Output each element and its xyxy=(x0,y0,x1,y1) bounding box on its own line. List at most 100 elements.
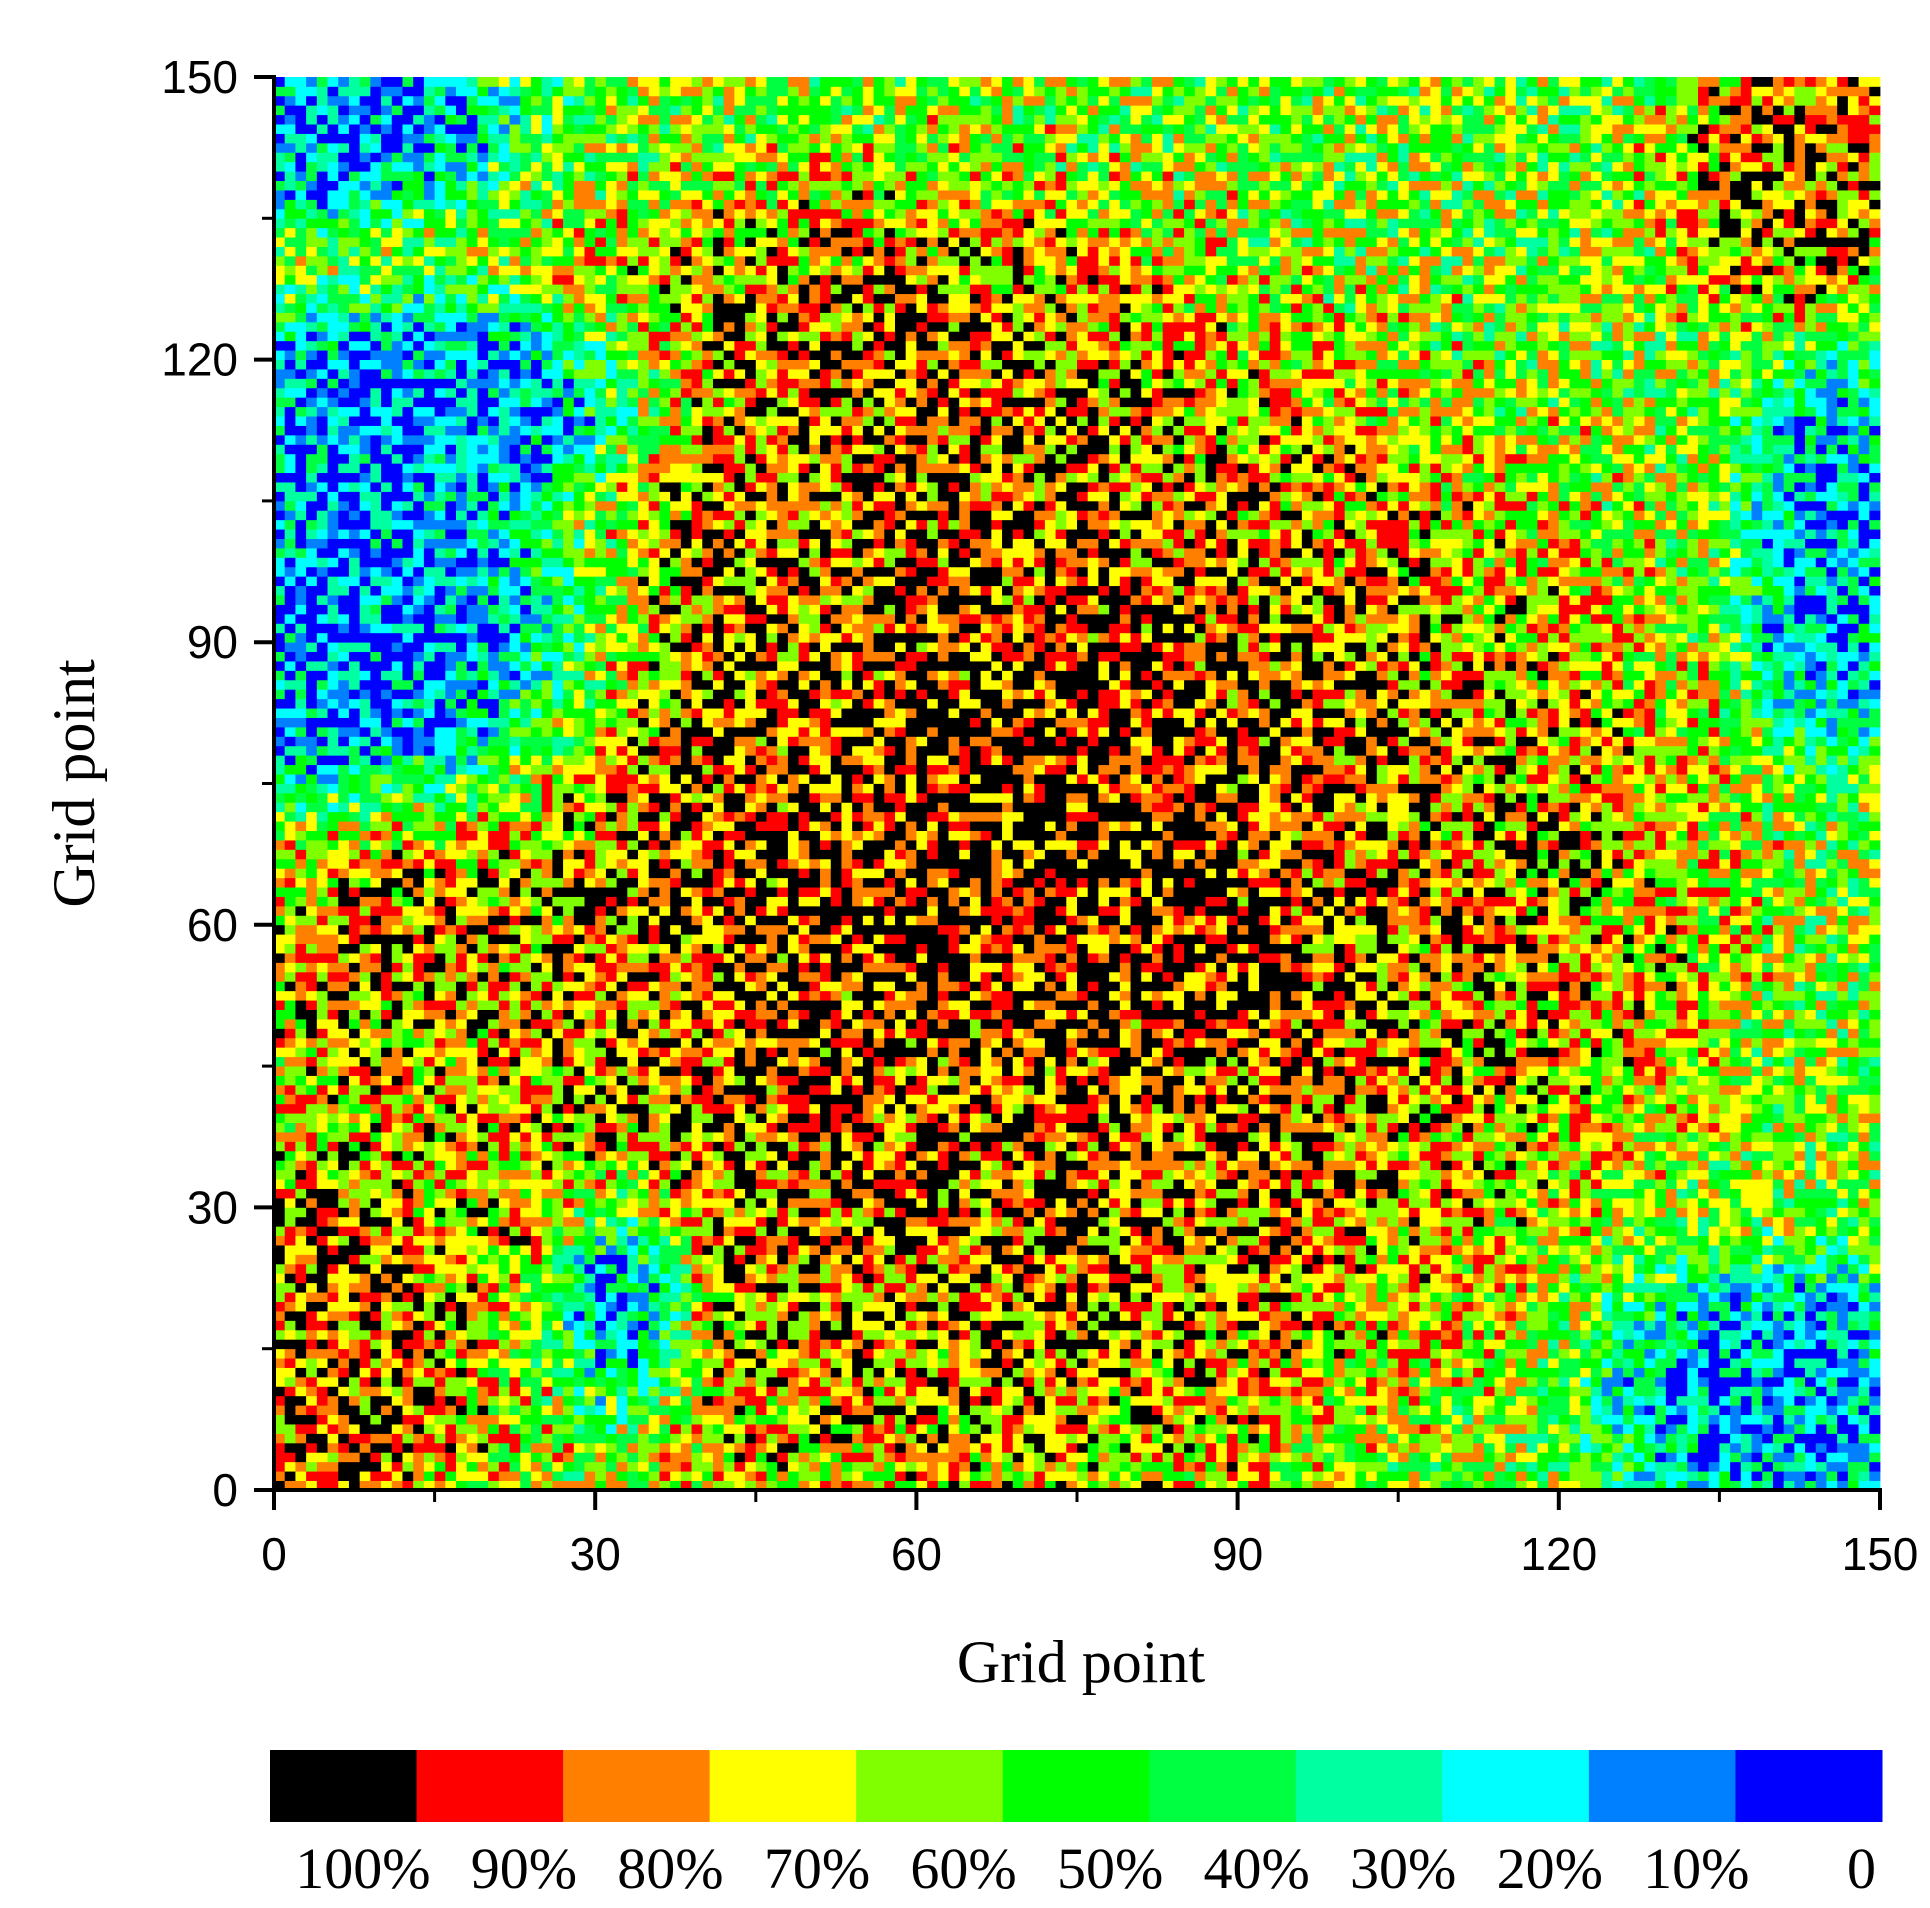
heatmap-cell xyxy=(680,1461,692,1472)
heatmap-cell xyxy=(787,1480,800,1491)
heatmap-cell xyxy=(1077,1235,1089,1246)
heatmap-cell xyxy=(445,1329,457,1340)
heatmap-cell xyxy=(1815,1442,1827,1453)
heatmap-cell xyxy=(595,1216,607,1227)
heatmap-cell xyxy=(1280,1197,1292,1208)
heatmap-cell xyxy=(1783,1339,1795,1350)
heatmap-cell xyxy=(1847,1254,1859,1265)
heatmap-cell xyxy=(841,1339,853,1350)
heatmap-cell xyxy=(1783,1367,1795,1378)
heatmap-cell xyxy=(413,1414,425,1425)
heatmap-cell xyxy=(488,1263,500,1274)
heatmap-cell xyxy=(1430,1376,1442,1387)
heatmap-cell xyxy=(1580,1339,1592,1350)
heatmap-cell xyxy=(712,1179,725,1189)
heatmap-cell xyxy=(702,1424,714,1434)
heatmap-cell xyxy=(1762,1301,1774,1312)
heatmap-cell xyxy=(1623,1245,1635,1255)
heatmap-cell xyxy=(1184,1461,1196,1472)
heatmap-cell xyxy=(1580,1254,1592,1265)
heatmap-cell xyxy=(1430,1188,1442,1199)
heatmap-cell xyxy=(1805,1273,1817,1284)
heatmap-cell xyxy=(755,1424,767,1434)
heatmap-cell xyxy=(1269,1395,1281,1406)
heatmap-cell xyxy=(1837,1216,1849,1227)
heatmap-cell xyxy=(991,1292,1003,1302)
heatmap-cell xyxy=(1366,1216,1378,1227)
heatmap-cell xyxy=(959,1480,971,1491)
heatmap-cell xyxy=(1462,1405,1474,1416)
heatmap-cell xyxy=(841,1320,853,1331)
heatmap-cell xyxy=(1847,1197,1859,1208)
heatmap-cell xyxy=(498,1273,510,1284)
heatmap-cell xyxy=(809,1179,821,1189)
heatmap-cell xyxy=(627,1405,639,1416)
heatmap-cell xyxy=(498,1207,510,1218)
heatmap-cell xyxy=(1697,1282,1710,1293)
heatmap-cell xyxy=(787,1282,800,1293)
heatmap-cell xyxy=(1023,1358,1035,1368)
heatmap-cell xyxy=(787,1254,800,1265)
heatmap-cell xyxy=(295,1320,307,1331)
heatmap-cell xyxy=(316,1169,328,1180)
heatmap-cell xyxy=(777,1433,789,1444)
heatmap-cell xyxy=(1098,1424,1110,1434)
heatmap-cell xyxy=(1055,1216,1067,1227)
heatmap-cell xyxy=(766,1395,778,1406)
heatmap-cell xyxy=(1130,1235,1142,1246)
heatmap-cell xyxy=(1259,1367,1271,1378)
heatmap-cell xyxy=(1419,1461,1431,1472)
heatmap-cell xyxy=(1515,1405,1528,1416)
heatmap-cell xyxy=(1173,1452,1185,1463)
heatmap-cell xyxy=(413,1320,425,1331)
heatmap-cell xyxy=(1237,1320,1249,1331)
heatmap-cell xyxy=(413,1442,425,1453)
heatmap-cell xyxy=(1526,1367,1538,1378)
heatmap-cell xyxy=(488,1442,500,1453)
heatmap-cell xyxy=(274,1292,286,1302)
heatmap-cell xyxy=(316,1433,328,1444)
heatmap-cell xyxy=(1130,1263,1142,1274)
heatmap-cell xyxy=(1762,1358,1774,1368)
heatmap-cell xyxy=(434,1339,446,1350)
heatmap-cell xyxy=(1119,1179,1131,1189)
heatmap-cell xyxy=(1066,1405,1078,1416)
heatmap-cell xyxy=(927,1339,939,1350)
heatmap-cell xyxy=(1451,1471,1463,1481)
heatmap-cell xyxy=(1066,1216,1078,1227)
heatmap-cell xyxy=(1751,1433,1763,1444)
heatmap-cell xyxy=(1494,1301,1506,1312)
heatmap-cell xyxy=(1419,1424,1431,1434)
heatmap-cell xyxy=(627,1442,639,1453)
heatmap-cell xyxy=(659,1245,671,1255)
heatmap-cell xyxy=(691,1480,703,1491)
heatmap-cell xyxy=(359,1292,371,1302)
heatmap-cell xyxy=(1858,1292,1870,1302)
heatmap-cell xyxy=(787,1311,800,1321)
heatmap-cell xyxy=(884,1254,896,1265)
heatmap-cell xyxy=(423,1179,435,1189)
heatmap-cell xyxy=(755,1188,767,1199)
heatmap-cell xyxy=(1494,1376,1506,1387)
heatmap-cell xyxy=(991,1235,1003,1246)
heatmap-cell xyxy=(1419,1207,1431,1218)
heatmap-cell xyxy=(1205,1320,1217,1331)
heatmap-cell xyxy=(1430,1348,1442,1359)
heatmap-cell xyxy=(937,1386,949,1397)
heatmap-cell xyxy=(809,1461,821,1472)
heatmap-cell xyxy=(712,1188,725,1199)
heatmap-cell xyxy=(530,1188,543,1199)
heatmap-cell xyxy=(488,1376,500,1387)
heatmap-cell xyxy=(798,1301,810,1312)
heatmap-cell xyxy=(1269,1320,1281,1331)
heatmap-cell xyxy=(1815,1216,1827,1227)
heatmap-cell xyxy=(381,1188,393,1199)
heatmap-cell xyxy=(1772,1414,1785,1425)
heatmap-cell xyxy=(1055,1395,1067,1406)
heatmap-cell xyxy=(1740,1188,1752,1199)
heatmap-cell xyxy=(1387,1292,1399,1302)
heatmap-cell xyxy=(295,1358,307,1368)
heatmap-cell xyxy=(937,1273,949,1284)
heatmap-cell xyxy=(1376,1442,1388,1453)
heatmap-cell xyxy=(1002,1348,1014,1359)
